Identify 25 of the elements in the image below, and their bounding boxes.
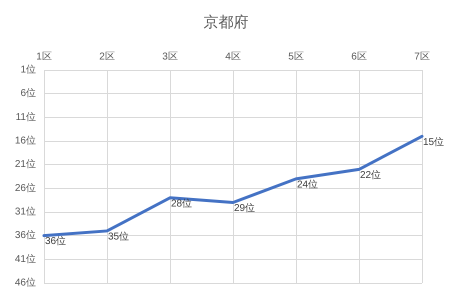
data-label: 36位 [45, 235, 66, 248]
x-tick-label: 1区 [36, 52, 52, 62]
x-tick-label: 5区 [288, 52, 304, 62]
y-tick-label: 36位 [14, 229, 36, 242]
data-label: 24位 [297, 178, 318, 190]
data-label: 29位 [234, 202, 256, 214]
y-tick-label: 41位 [14, 252, 36, 265]
data-label: 22位 [360, 168, 382, 181]
y-tick-label: 31位 [14, 206, 36, 218]
y-tick-label: 11位 [16, 110, 36, 123]
x-tick-label: 3区 [162, 52, 178, 62]
y-tick-label: 16位 [14, 134, 36, 146]
y-tick-label: 1位 [20, 64, 36, 76]
data-label: 28位 [171, 197, 192, 210]
y-tick-label: 26位 [14, 182, 36, 194]
data-label: 15位 [423, 136, 444, 148]
y-tick-label: 6位 [20, 87, 36, 100]
data-label: 35位 [108, 230, 130, 242]
x-tick-label: 4区 [225, 52, 241, 62]
x-tick-label: 2区 [99, 52, 115, 62]
x-tick-label: 7区 [414, 52, 430, 62]
chart-title: 京都府 [204, 14, 248, 31]
y-tick-label: 21位 [14, 158, 36, 170]
y-tick-label: 46位 [14, 276, 36, 288]
x-tick-label: 6区 [351, 52, 367, 62]
